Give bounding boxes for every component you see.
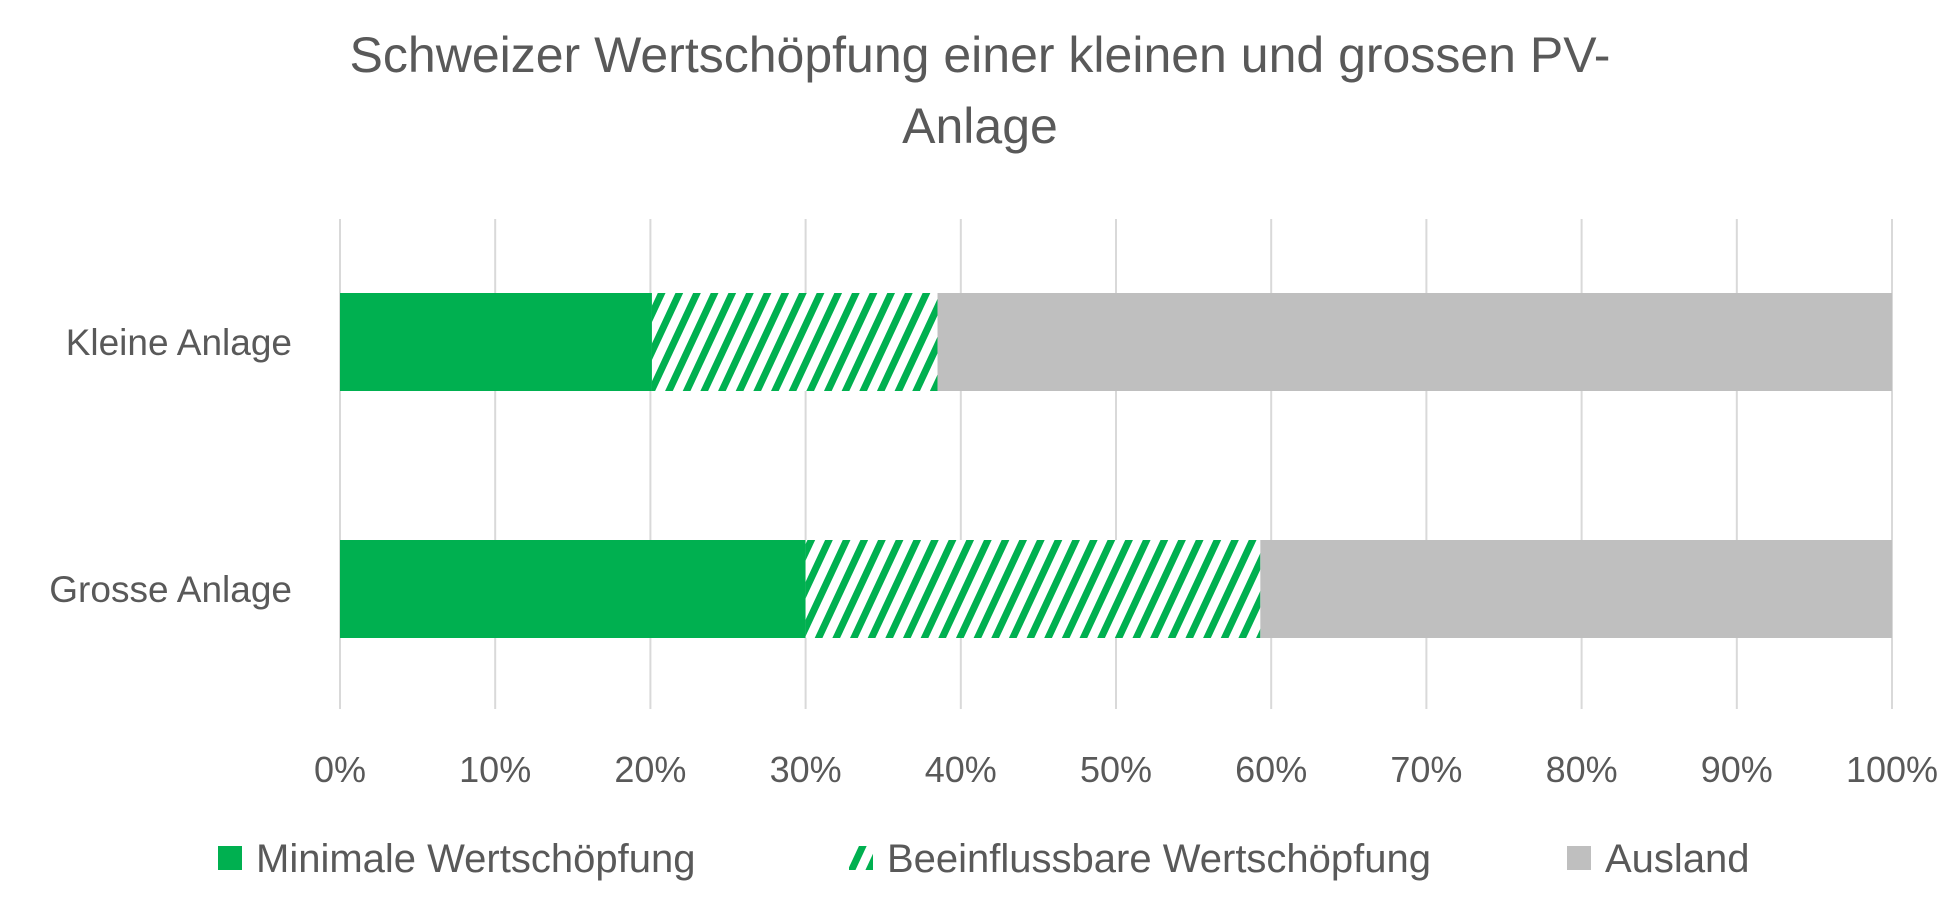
bar-segment-1 xyxy=(340,540,806,638)
x-tick-label: 0% xyxy=(314,749,366,790)
legend-marker xyxy=(849,846,873,870)
x-tick-label: 40% xyxy=(925,749,997,790)
x-tick-label: 60% xyxy=(1235,749,1307,790)
category-label: Kleine Anlage xyxy=(66,322,292,363)
bar-segment-2 xyxy=(805,540,1261,638)
x-tick-label: 30% xyxy=(770,749,842,790)
x-tick-label: 70% xyxy=(1390,749,1462,790)
bar-segment-3 xyxy=(937,293,1892,391)
legend-marker xyxy=(1567,846,1591,870)
x-tick-label: 100% xyxy=(1846,749,1938,790)
bar-segment-1 xyxy=(340,293,652,391)
legend-label: Ausland xyxy=(1605,837,1750,881)
bar-segment-3 xyxy=(1260,540,1892,638)
x-tick-label: 20% xyxy=(614,749,686,790)
bar-segment-2 xyxy=(651,293,938,391)
category-label: Grosse Anlage xyxy=(49,569,292,610)
x-tick-label: 90% xyxy=(1701,749,1773,790)
legend-label: Minimale Wertschöpfung xyxy=(256,837,695,881)
x-tick-label: 80% xyxy=(1546,749,1618,790)
chart-title-line-1: Schweizer Wertschöpfung einer kleinen un… xyxy=(350,27,1611,83)
chart-title-line-2: Anlage xyxy=(902,98,1058,154)
x-tick-label: 50% xyxy=(1080,749,1152,790)
legend-label: Beeinflussbare Wertschöpfung xyxy=(887,837,1431,881)
legend-marker xyxy=(218,846,242,870)
x-tick-label: 10% xyxy=(459,749,531,790)
